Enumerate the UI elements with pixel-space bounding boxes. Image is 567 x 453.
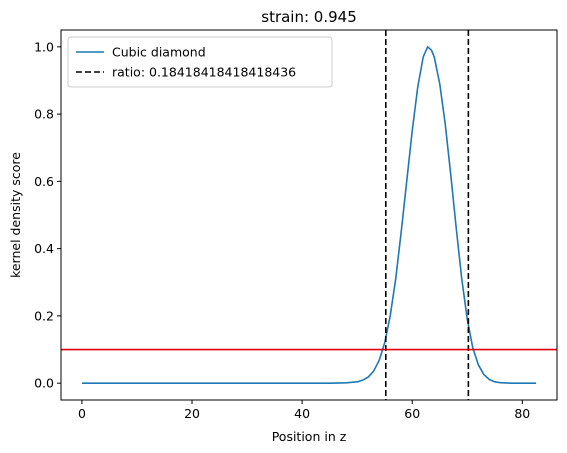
legend-entry-ratio: ratio: 0.18418418418418436 [112,65,296,80]
chart-title: strain: 0.945 [261,8,357,26]
x-tick-label: 80 [514,406,530,421]
axes-frame [60,29,558,401]
y-tick-label: 0.6 [34,174,54,189]
legend-box [67,36,333,88]
plot-area [60,29,558,401]
x-tick-label: 40 [294,406,310,421]
y-tick-label: 0.8 [34,107,54,122]
x-tick-label: 0 [78,406,86,421]
y-axis-label: kernel density score [8,152,23,278]
legend-entry-cubic-diamond: Cubic diamond [112,45,206,60]
x-tick-label: 60 [404,406,420,421]
series-line-cubic-diamond [81,46,537,384]
x-tick-label: 20 [184,406,200,421]
y-tick-label: 0.4 [34,241,54,256]
y-tick-label: 1.0 [34,39,54,54]
y-tick-label: 0.2 [34,308,54,323]
y-tick-label: 0.0 [34,376,54,391]
x-axis-label: Position in z [272,429,347,444]
y-axis-ticks: 0.0 0.2 0.4 0.6 0.8 1.0 [34,39,61,391]
legend: Cubic diamond ratio: 0.18418418418418436 [67,36,333,88]
x-axis-ticks: 0 20 40 60 80 [78,400,530,421]
